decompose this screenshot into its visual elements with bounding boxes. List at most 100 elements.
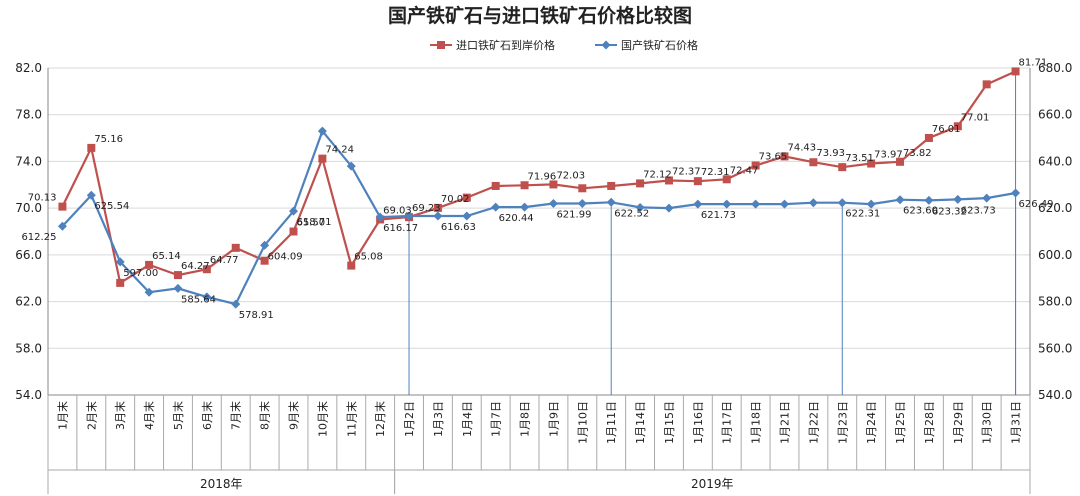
data-point [260, 256, 269, 265]
data-label: 72.37 [672, 166, 701, 177]
data-point [577, 198, 587, 208]
data-point [375, 212, 385, 222]
x-tick-label: 4月末 [142, 401, 156, 430]
x-tick-label: 1月31日 [1010, 401, 1023, 444]
data-point [231, 299, 241, 309]
right-axis-tick-label: 540.0 [1038, 388, 1072, 402]
data-point [953, 194, 963, 204]
data-label: 73.97 [874, 150, 903, 161]
data-label: 69.03 [383, 205, 412, 216]
data-point [867, 159, 876, 168]
data-point [173, 283, 183, 293]
right-axis-tick-label: 620.0 [1038, 201, 1072, 215]
data-label: 65.50 [297, 218, 326, 229]
data-label: 70.13 [28, 193, 57, 204]
data-point [924, 133, 933, 142]
right-axis-tick-label: 580.0 [1038, 295, 1072, 309]
data-point [289, 227, 298, 236]
x-tick-label: 5月末 [171, 401, 185, 430]
data-label: 73.82 [903, 148, 932, 159]
data-point [520, 181, 529, 190]
data-point [1011, 67, 1020, 76]
data-point [202, 292, 212, 302]
left-axis-tick-label: 58.0 [15, 341, 42, 355]
data-label: 64.27 [181, 261, 210, 272]
data-label: 623.32 [932, 206, 967, 217]
data-point [289, 206, 298, 216]
series-layer [57, 67, 1021, 395]
x-tick-label: 1月10日 [576, 401, 589, 444]
x-tick-label: 1月25日 [894, 401, 907, 444]
chart-title: 国产铁矿石与进口铁矿石价格比较图 [388, 4, 692, 27]
data-point [606, 197, 616, 207]
data-label: 620.44 [499, 213, 534, 224]
data-point [491, 202, 501, 212]
x-tick-label: 1月21日 [779, 401, 792, 444]
data-point [780, 199, 789, 209]
data-point [809, 158, 818, 167]
data-label: 76.01 [932, 124, 961, 135]
x-tick-label: 1月28日 [923, 401, 936, 444]
data-label: 621.99 [556, 209, 591, 220]
data-point [693, 177, 702, 186]
legend-entry: 国产铁矿石价格 [621, 38, 698, 52]
data-label: 626.49 [1019, 199, 1054, 210]
data-label: 69.23 [412, 203, 441, 214]
data-label: 74.24 [325, 145, 354, 156]
data-label: 73.51 [845, 153, 874, 164]
data-point [722, 199, 732, 209]
left-axis-tick-label: 70.0 [15, 201, 42, 215]
data-label: 612.25 [21, 232, 56, 243]
data-point [808, 198, 818, 208]
data-point [57, 221, 67, 231]
data-point [346, 161, 356, 171]
data-point [317, 126, 327, 136]
data-label: 77.01 [961, 112, 990, 123]
data-label: 616.63 [441, 222, 476, 233]
x-tick-label: 1月15日 [663, 401, 676, 444]
data-point [982, 193, 992, 203]
group-label: 2019年 [691, 477, 734, 491]
x-tick-label: 1月11日 [605, 401, 618, 444]
x-tick-label: 8月末 [258, 401, 272, 430]
data-label: 64.77 [210, 255, 239, 266]
data-label: 72.47 [730, 165, 759, 176]
data-point [838, 163, 847, 172]
data-point [202, 265, 211, 274]
data-point [982, 80, 991, 89]
x-tick-labels: 1月末 2月末 3月末 4月末 5月末 6月末 7月末 8月末 9月末 10月末 11月末 12月末 1… [47, 395, 1031, 494]
data-label: 71.96 [528, 171, 557, 182]
data-point [520, 202, 530, 212]
left-axis-tick-label: 62.0 [15, 295, 42, 309]
data-point [58, 202, 67, 211]
legend-entry: 进口铁矿石到岸价格 [456, 38, 555, 52]
data-point [693, 199, 703, 209]
x-tick-label: 1月4日 [461, 401, 474, 437]
x-tick-label: 12月末 [373, 401, 387, 437]
x-tick-label: 1月17日 [721, 401, 734, 444]
data-point [866, 199, 876, 209]
data-label: 623.60 [903, 206, 938, 217]
data-label: 73.65 [759, 152, 788, 163]
axes: 54.0 540.0 58.0 560.0 62.0 580.0 66.0 600.0 70.0… [15, 61, 1072, 402]
legend-swatch [601, 40, 611, 50]
data-point [144, 287, 154, 297]
data-point [115, 257, 125, 267]
data-point [548, 198, 558, 208]
data-point [462, 211, 472, 221]
data-label: 74.43 [788, 142, 817, 153]
right-axis-tick-label: 660.0 [1038, 108, 1072, 122]
data-label: 618.71 [297, 217, 332, 228]
data-point [491, 181, 500, 190]
left-axis-tick-label: 54.0 [15, 388, 42, 402]
data-label: 72.31 [701, 167, 730, 178]
left-axis-tick-label: 66.0 [15, 248, 42, 262]
x-tick-label: 10月末 [315, 401, 329, 437]
left-axis-tick-label: 82.0 [15, 61, 42, 75]
data-point [635, 202, 645, 212]
data-point [260, 240, 270, 250]
data-point [87, 143, 96, 152]
data-label: 65.14 [152, 251, 181, 262]
x-tick-label: 11月末 [344, 401, 358, 437]
left-axis-tick-label: 78.0 [15, 108, 42, 122]
